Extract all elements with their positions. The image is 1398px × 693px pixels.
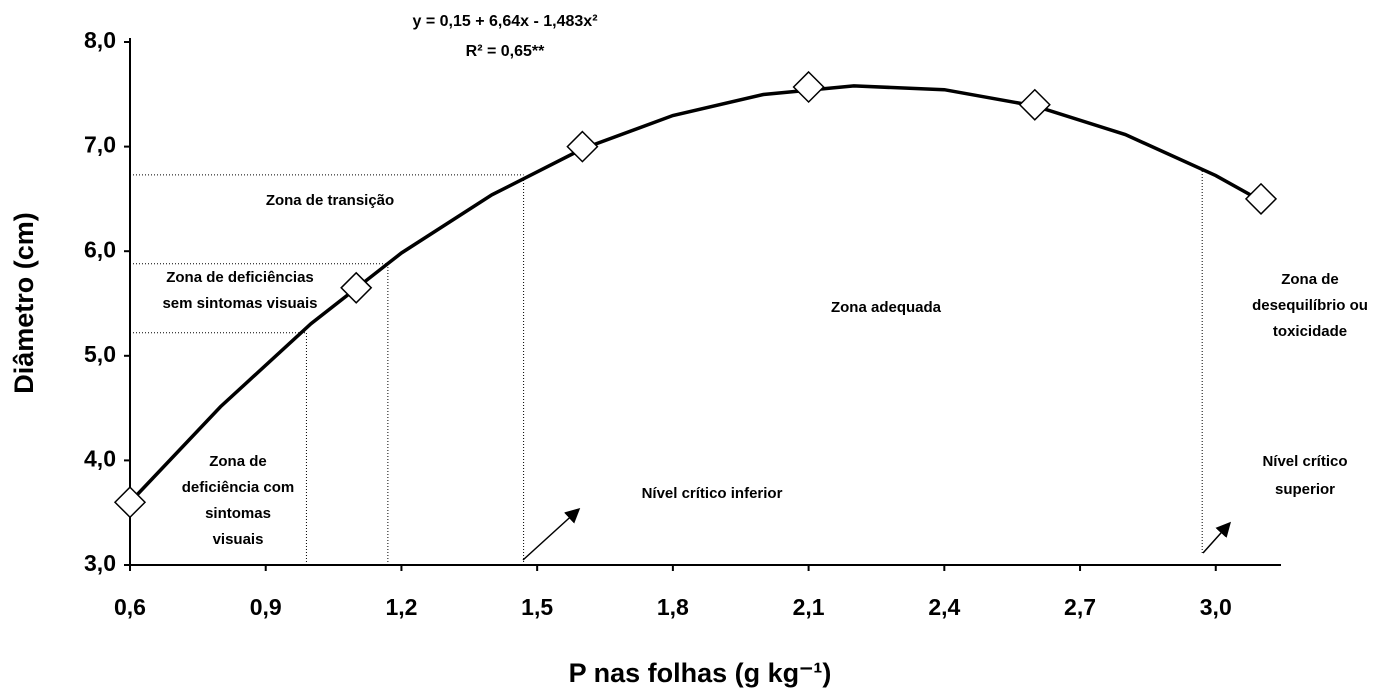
y-tick-label: 4,0 [84,445,116,471]
annotation: Zona de deficiências [166,269,314,286]
fit-curve [128,84,1262,504]
annotation: sem sintomas visuais [162,295,317,312]
annotation: Nível crítico [1262,453,1347,470]
data-point [1018,88,1051,121]
data-point [340,271,373,304]
annotation: sintomas [205,505,271,522]
arrow [1202,521,1232,554]
y-tick-label: 6,0 [84,236,116,262]
x-tick-label: 2,4 [928,594,960,620]
annotation: deficiência com [182,479,295,496]
annotation: superior [1275,481,1335,498]
equation: y = 0,15 + 6,64x - 1,483x² [412,13,597,30]
arrow [522,507,581,561]
annotation: visuais [213,531,264,548]
annotation: Zona de transição [266,192,394,209]
y-tick-label: 3,0 [84,550,116,576]
x-tick-label: 1,8 [657,594,689,620]
annotation: desequilíbrio ou [1252,297,1368,314]
x-tick-label: 1,5 [521,594,553,620]
data-point [566,130,599,163]
data-point [792,70,825,104]
data-point [113,486,147,519]
x-tick-label: 0,9 [250,594,282,620]
data-point [1244,182,1278,215]
x-tick-label: 2,1 [793,594,825,620]
y-tick-label: 8,0 [84,27,116,53]
y-tick-label: 7,0 [84,132,116,158]
x-axis-title: P nas folhas (g kg⁻¹) [569,658,832,688]
annotation: Nível crítico inferior [642,485,783,502]
annotation: toxicidade [1273,323,1347,340]
x-tick-label: 0,6 [114,594,146,620]
y-tick-label: 5,0 [84,341,116,367]
annotation: Zona de [1281,271,1339,288]
y-axis-title: Diâmetro (cm) [9,212,39,394]
x-tick-label: 2,7 [1064,594,1096,620]
annotation: Zona de [209,453,267,470]
x-tick-label: 3,0 [1200,594,1232,620]
annotation: Zona adequada [831,299,942,316]
r-squared: R² = 0,65** [466,43,545,60]
x-tick-label: 1,2 [385,594,417,620]
